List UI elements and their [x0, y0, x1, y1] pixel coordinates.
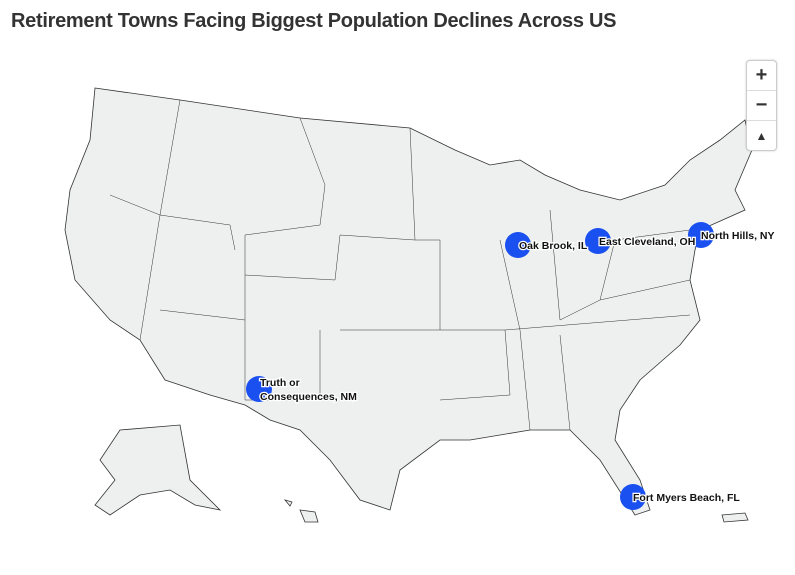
hawaii — [283, 499, 319, 523]
markers — [246, 222, 714, 510]
zoom-in-button[interactable]: + — [747, 61, 776, 91]
alaska — [94, 424, 222, 516]
label-truth-or-1: Truth or — [260, 377, 300, 389]
label-north-hills: North Hills, NY — [701, 230, 775, 242]
state-borders — [109, 99, 691, 431]
label-east-cleveland: East Cleveland, OH — [599, 236, 695, 248]
puerto-rico — [721, 512, 749, 523]
label-fort-myers-beach: Fort Myers Beach, FL — [633, 492, 740, 504]
label-truth-or-2: Consequences, NM — [260, 391, 357, 403]
contiguous-us — [64, 87, 753, 516]
marker-fort-myers-beach[interactable] — [620, 484, 646, 510]
reset-north-button[interactable]: ▲ — [755, 128, 768, 143]
marker-east-cleveland[interactable] — [585, 228, 611, 254]
marker-north-hills[interactable] — [688, 222, 714, 248]
zoom-out-button[interactable]: − — [747, 91, 776, 121]
map-controls: + − ▲ — [746, 60, 777, 151]
label-oak-brook: Oak Brook, IL — [519, 240, 588, 252]
us-map[interactable]: Oak Brook, IL East Cleveland, OH North H… — [0, 50, 795, 575]
page-title: Retirement Towns Facing Biggest Populati… — [11, 10, 617, 32]
marker-oak-brook[interactable] — [505, 232, 531, 258]
marker-truth-or-consequences[interactable] — [246, 376, 272, 402]
